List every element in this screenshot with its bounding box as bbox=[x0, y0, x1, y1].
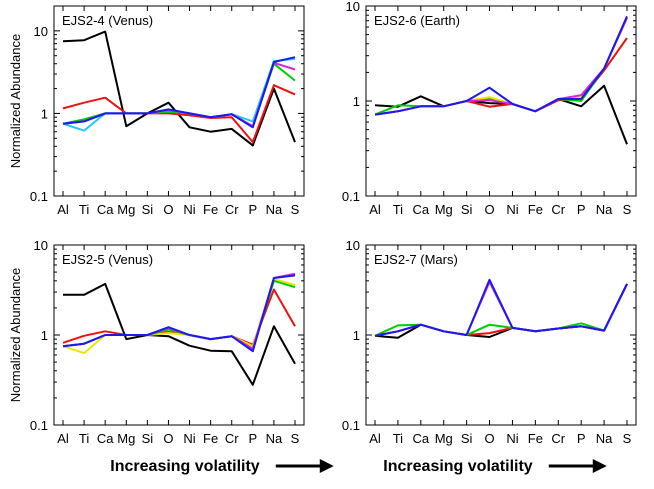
series-line-red bbox=[62, 84, 296, 144]
footer-right: Increasing volatility bbox=[383, 458, 607, 475]
x-tick-label: Ca bbox=[413, 202, 430, 217]
footer-left: Increasing volatility bbox=[110, 458, 334, 475]
x-tick-label: P bbox=[577, 431, 586, 446]
series-line-black bbox=[374, 84, 628, 145]
x-tick-label: Fe bbox=[203, 431, 218, 446]
x-tick-label: S bbox=[291, 202, 300, 217]
series-line-blue bbox=[374, 278, 628, 337]
chart-panel-1: 0.1 1 10 Al Ti Ca Mg Si O Ni Fe Cr P Na S EJS2-4 (Venus… bbox=[8, 5, 305, 217]
x-tick-label: S bbox=[291, 431, 300, 446]
x-tick-label: O bbox=[163, 202, 173, 217]
x-tick-label: Cr bbox=[551, 202, 565, 217]
x-tick-label: Ti bbox=[393, 202, 403, 217]
x-tick-label: Fe bbox=[528, 202, 543, 217]
x-tick-label: Ca bbox=[413, 431, 430, 446]
x-tick-label: S bbox=[623, 431, 632, 446]
y-tick-label: 10 bbox=[34, 24, 48, 39]
x-tick-label: Na bbox=[266, 431, 283, 446]
x-tick-label: Na bbox=[596, 202, 613, 217]
x-tick-label: Al bbox=[369, 431, 381, 446]
x-tick-label: Na bbox=[266, 202, 283, 217]
x-tick-label: Mg bbox=[117, 431, 135, 446]
chart-title: EJS2-4 (Venus) bbox=[62, 13, 153, 28]
chart-title: EJS2-5 (Venus) bbox=[62, 252, 153, 267]
x-tick-label: Ti bbox=[79, 202, 89, 217]
x-tick-label: Ti bbox=[79, 431, 89, 446]
series-line-blue bbox=[62, 56, 296, 129]
x-tick-label: Ni bbox=[506, 202, 518, 217]
x-tick-label: P bbox=[248, 431, 257, 446]
x-tick-label: S bbox=[623, 202, 632, 217]
chart-title: EJS2-7 (Mars) bbox=[374, 252, 458, 267]
chart-title-bg bbox=[60, 251, 156, 268]
chart-panel-3: 0.1 1 10 Al Ti Ca Mg Si O Ni Fe Cr P Na S EJS2-5 (Venus… bbox=[8, 238, 305, 446]
chart-title-bg bbox=[60, 12, 156, 29]
x-tick-label: O bbox=[484, 431, 494, 446]
volatility-label: Increasing volatility bbox=[110, 458, 259, 475]
plot-frame bbox=[53, 5, 305, 197]
x-tick-label: Si bbox=[142, 202, 154, 217]
x-tick-label: Ca bbox=[97, 202, 114, 217]
y-tick-label: 10 bbox=[346, 0, 360, 14]
chart-panel-4: 0.1 1 10 Al Ti Ca Mg Si O Ni Fe Cr P Na S EJS2-7 (Mars) bbox=[342, 238, 637, 446]
x-tick-label: P bbox=[248, 202, 257, 217]
series-line-blue bbox=[62, 274, 296, 353]
y-tick-label: 0.1 bbox=[30, 418, 48, 433]
x-tick-label: Na bbox=[596, 431, 613, 446]
series-line-blue bbox=[374, 15, 628, 116]
x-tick-label: Cr bbox=[225, 202, 239, 217]
y-tick-label: 10 bbox=[346, 238, 360, 253]
chart-title: EJS2-6 (Earth) bbox=[374, 13, 460, 28]
chart-panel-2: 0.1 1 10 Al Ti Ca Mg Si O Ni Fe Cr P Na S EJS2-6 (Earth… bbox=[342, 0, 637, 217]
x-tick-label: Fe bbox=[528, 431, 543, 446]
y-axis-label: Normalized Abundance bbox=[8, 34, 23, 168]
x-tick-label: Cr bbox=[225, 431, 239, 446]
x-tick-label: Mg bbox=[117, 202, 135, 217]
arrow-head-icon bbox=[592, 459, 607, 473]
x-tick-label: Al bbox=[57, 431, 69, 446]
x-tick-label: Ni bbox=[183, 202, 195, 217]
y-tick-label: 10 bbox=[34, 238, 48, 253]
y-tick-label: 0.1 bbox=[342, 189, 360, 204]
arrow-head-icon bbox=[319, 459, 334, 473]
x-tick-label: Ni bbox=[506, 431, 518, 446]
x-tick-label: Mg bbox=[435, 202, 453, 217]
y-tick-label: 1 bbox=[41, 106, 48, 121]
x-tick-label: Al bbox=[57, 202, 69, 217]
x-tick-label: O bbox=[484, 202, 494, 217]
x-tick-label: Cr bbox=[551, 431, 565, 446]
x-tick-label: Fe bbox=[203, 202, 218, 217]
x-tick-label: Ni bbox=[183, 431, 195, 446]
x-tick-label: Ca bbox=[97, 431, 114, 446]
x-tick-label: Mg bbox=[435, 431, 453, 446]
chart-title-bg bbox=[372, 12, 462, 29]
x-tick-label: O bbox=[163, 431, 173, 446]
x-tick-label: Si bbox=[461, 431, 473, 446]
y-tick-label: 1 bbox=[353, 94, 360, 109]
x-tick-label: Si bbox=[461, 202, 473, 217]
chart-title-bg bbox=[372, 251, 460, 268]
series-line-black bbox=[62, 30, 296, 147]
x-tick-label: Ti bbox=[393, 431, 403, 446]
x-tick-label: P bbox=[577, 202, 586, 217]
x-tick-label: Al bbox=[369, 202, 381, 217]
y-axis-label: Normalized Abundance bbox=[8, 268, 23, 402]
series-line-red bbox=[62, 288, 296, 346]
series-line-black bbox=[63, 282, 296, 386]
volatility-label: Increasing volatility bbox=[383, 458, 532, 475]
plot-frame bbox=[365, 244, 637, 426]
y-tick-label: 1 bbox=[353, 328, 360, 343]
y-tick-label: 1 bbox=[41, 328, 48, 343]
y-tick-label: 0.1 bbox=[342, 418, 360, 433]
x-tick-label: Si bbox=[142, 431, 154, 446]
y-tick-label: 0.1 bbox=[30, 189, 48, 204]
